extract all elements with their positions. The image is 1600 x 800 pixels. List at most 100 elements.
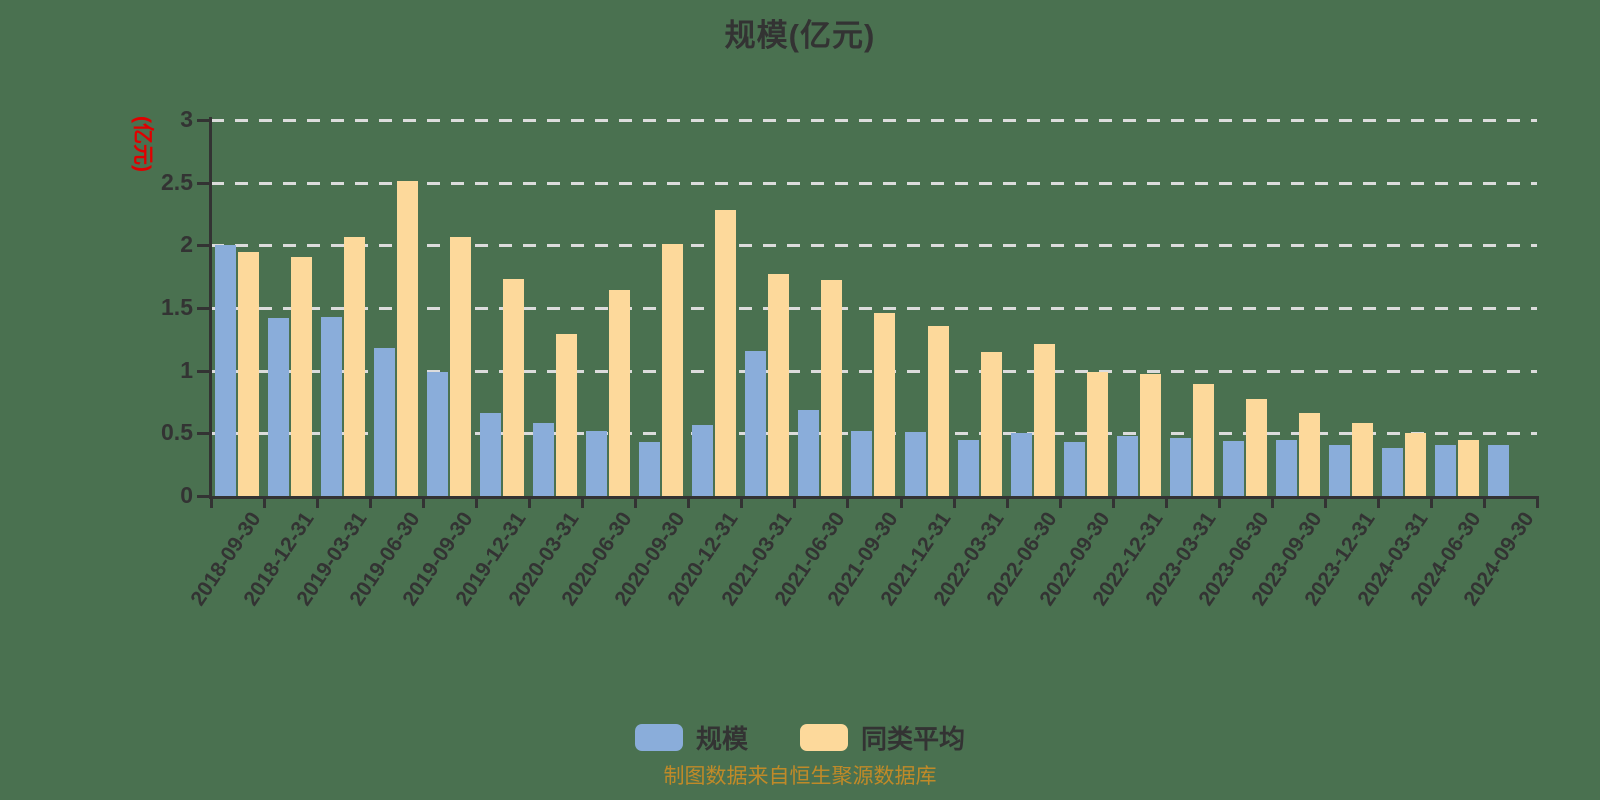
x-axis-tick [899, 498, 903, 508]
bar-同类平均-2022-06-30[interactable] [1033, 344, 1055, 496]
x-axis-tick [528, 498, 532, 508]
gridline-2 [211, 244, 1537, 248]
bar-同类平均-2021-03-31[interactable] [768, 274, 790, 496]
bar-同类平均-2020-03-31[interactable] [556, 334, 578, 496]
y-axis-tick [197, 495, 211, 498]
x-axis-tick [581, 498, 585, 508]
x-axis-tick [740, 498, 744, 508]
bar-规模-2024-09-30[interactable] [1487, 444, 1509, 496]
x-axis-tick [793, 498, 797, 508]
bar-同类平均-2018-09-30[interactable] [238, 251, 259, 496]
x-axis-tick [1376, 498, 1380, 508]
x-axis-tick [263, 498, 267, 508]
x-axis-tick [952, 498, 956, 508]
scale-series-swatch [634, 724, 683, 751]
bar-同类平均-2022-12-31[interactable] [1139, 374, 1161, 496]
gridline-2.5 [211, 181, 1537, 185]
bar-规模-2023-12-31[interactable] [1328, 444, 1350, 496]
x-axis-tick [1058, 498, 1062, 508]
bar-同类平均-2021-09-30[interactable] [874, 313, 896, 496]
legend-label-average: 同类平均 [861, 724, 966, 754]
bar-同类平均-2020-12-31[interactable] [715, 210, 737, 496]
bar-规模-2024-06-30[interactable] [1434, 444, 1456, 496]
bar-规模-2023-03-31[interactable] [1169, 438, 1191, 496]
bar-规模-2020-03-31[interactable] [533, 423, 555, 496]
x-axis-tick [1111, 498, 1115, 508]
bar-同类平均-2019-12-31[interactable] [503, 279, 525, 496]
x-axis-tick [1482, 498, 1486, 508]
bar-规模-2021-03-31[interactable] [745, 350, 767, 496]
bar-同类平均-2019-03-31[interactable] [344, 236, 366, 496]
bar-规模-2019-09-30[interactable] [427, 371, 449, 496]
bar-规模-2020-06-30[interactable] [586, 430, 608, 496]
data-source-note: 制图数据来自恒生聚源数据库 [663, 765, 937, 788]
x-axis-tick [210, 498, 213, 508]
bar-同类平均-2023-03-31[interactable] [1192, 384, 1214, 496]
bar-规模-2023-06-30[interactable] [1222, 440, 1244, 496]
bar-同类平均-2022-03-31[interactable] [980, 351, 1002, 496]
bar-规模-2020-12-31[interactable] [692, 424, 714, 496]
y-axis-label: 2.5 [161, 168, 193, 195]
bar-规模-2018-12-31[interactable] [268, 318, 290, 496]
bar-规模-2019-03-31[interactable] [321, 316, 343, 496]
bar-同类平均-2024-06-30[interactable] [1457, 439, 1479, 496]
legend-item-average[interactable]: 同类平均 [800, 719, 965, 756]
legend: 规模 同类平均 [0, 719, 1600, 756]
x-axis-tick [1217, 498, 1221, 508]
x-axis-tick [316, 498, 320, 508]
x-axis-tick [1164, 498, 1168, 508]
bar-同类平均-2020-06-30[interactable] [609, 290, 631, 496]
average-series-swatch [800, 724, 848, 751]
bar-规模-2021-12-31[interactable] [904, 432, 926, 496]
bar-同类平均-2019-06-30[interactable] [397, 181, 419, 496]
bar-规模-2019-06-30[interactable] [374, 348, 396, 496]
bar-同类平均-2022-09-30[interactable] [1086, 371, 1108, 496]
legend-label-scale: 规模 [695, 724, 748, 754]
bar-规模-2022-06-30[interactable] [1010, 433, 1032, 496]
y-axis-tick [197, 244, 211, 248]
y-axis-label: 3 [180, 106, 193, 132]
bar-同类平均-2021-06-30[interactable] [821, 280, 843, 496]
x-axis-tick [687, 498, 691, 508]
x-axis-line [209, 496, 1539, 499]
y-axis-label: 1 [180, 356, 193, 383]
y-axis-tick [197, 307, 211, 310]
y-axis-line [209, 117, 212, 499]
bar-同类平均-2023-12-31[interactable] [1351, 423, 1373, 496]
bar-同类平均-2024-03-31[interactable] [1404, 433, 1426, 496]
bar-同类平均-2021-12-31[interactable] [927, 325, 949, 496]
gridline-3 [211, 119, 1537, 122]
y-axis-label: 0 [180, 482, 193, 508]
bar-规模-2021-09-30[interactable] [851, 430, 873, 496]
gridline-1 [211, 369, 1537, 373]
x-axis-tick [846, 498, 850, 508]
bar-规模-2020-09-30[interactable] [639, 442, 661, 496]
bar-规模-2023-09-30[interactable] [1275, 439, 1297, 496]
y-axis-tick [197, 432, 211, 436]
x-axis-tick [1005, 498, 1009, 508]
bar-同类平均-2020-09-30[interactable] [662, 244, 684, 496]
legend-item-scale[interactable]: 规模 [634, 719, 748, 756]
bar-规模-2021-06-30[interactable] [798, 409, 820, 496]
y-axis-label: 1.5 [161, 294, 193, 320]
x-axis-tick [369, 498, 373, 508]
bar-同类平均-2018-12-31[interactable] [291, 256, 313, 496]
bar-规模-2018-09-30[interactable] [215, 245, 236, 496]
bar-规模-2024-03-31[interactable] [1381, 448, 1403, 496]
y-axis-tick [197, 369, 211, 373]
x-axis-tick [1536, 498, 1539, 508]
y-axis-label: 0.5 [161, 419, 193, 446]
bar-同类平均-2019-09-30[interactable] [450, 236, 472, 496]
x-axis-tick [1270, 498, 1274, 508]
bar-同类平均-2023-06-30[interactable] [1245, 399, 1267, 496]
bar-规模-2022-12-31[interactable] [1116, 435, 1138, 496]
bar-规模-2022-09-30[interactable] [1063, 442, 1085, 496]
x-axis-tick [1323, 498, 1327, 508]
bar-规模-2019-12-31[interactable] [480, 413, 502, 496]
x-axis-tick [1429, 498, 1433, 508]
bar-规模-2022-03-31[interactable] [957, 439, 979, 496]
y-axis-label: 2 [180, 231, 193, 258]
bar-同类平均-2023-09-30[interactable] [1298, 413, 1320, 496]
gridline-1.5 [211, 307, 1537, 310]
